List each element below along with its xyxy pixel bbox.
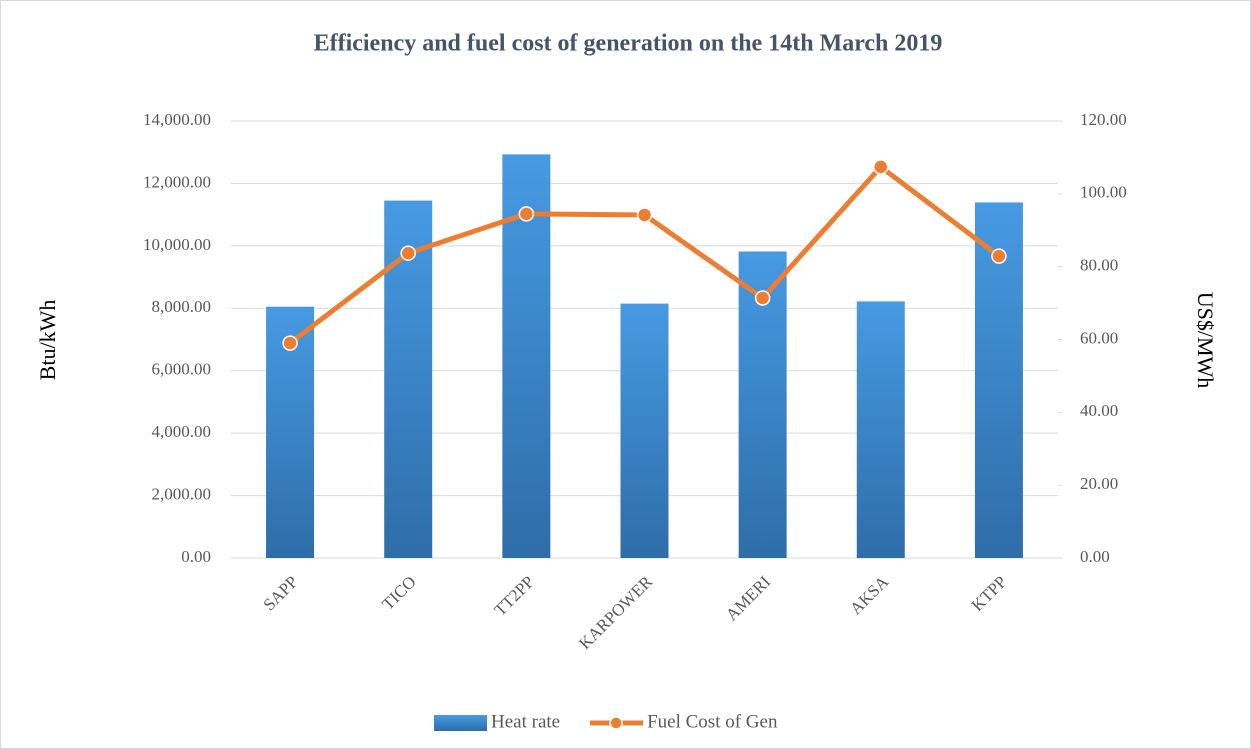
line-marker — [518, 206, 535, 222]
y2-tick-label: 40.00 — [1080, 401, 1118, 420]
y-tick-label: 4,000.00 — [152, 422, 212, 441]
legend-label: Heat rate — [491, 711, 560, 732]
y2-axis-title: US$/MWh — [1193, 292, 1218, 389]
y-tick-label: 2,000.00 — [152, 484, 212, 503]
bar — [856, 301, 905, 558]
y2-tick-label: 0.00 — [1080, 547, 1110, 566]
y-axis-title: Btu/kWh — [35, 300, 60, 381]
legend-label: Fuel Cost of Gen — [647, 711, 778, 732]
line-marker — [991, 248, 1007, 264]
y2-tick-label: 20.00 — [1080, 474, 1118, 493]
y-tick-label: 0.00 — [181, 547, 211, 566]
y2-tick-label: 120.00 — [1080, 110, 1127, 129]
line-marker — [400, 245, 416, 261]
y-tick-label: 8,000.00 — [152, 297, 212, 316]
y-tick-label: 12,000.00 — [143, 172, 211, 191]
line-marker — [282, 335, 298, 351]
chart-title: Efficiency and fuel cost of generation o… — [314, 31, 943, 57]
y-tick-label: 10,000.00 — [143, 235, 211, 254]
legend-marker — [609, 716, 623, 730]
line-marker — [636, 207, 653, 223]
bar — [620, 303, 669, 558]
line-marker — [754, 290, 771, 306]
y2-tick-label: 80.00 — [1080, 256, 1118, 275]
y-tick-label: 6,000.00 — [152, 360, 212, 379]
legend-swatch — [434, 715, 487, 731]
y2-tick-label: 100.00 — [1080, 183, 1127, 202]
line-marker — [873, 159, 889, 175]
y2-tick-label: 60.00 — [1080, 328, 1118, 347]
y-tick-label: 14,000.00 — [143, 110, 211, 129]
